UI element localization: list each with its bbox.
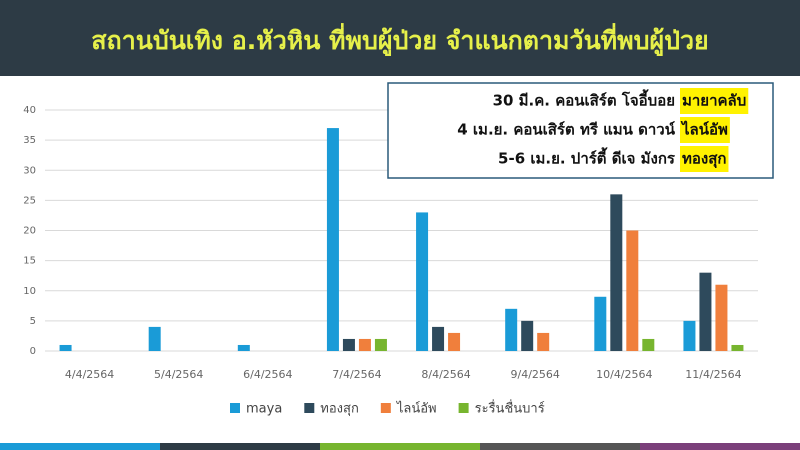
stripe <box>480 443 640 450</box>
bar <box>59 344 72 351</box>
bar <box>374 338 387 351</box>
annotation-highlight: มายาคลับ <box>682 92 746 110</box>
bar <box>642 338 655 351</box>
bar <box>358 338 371 351</box>
bar <box>699 272 712 351</box>
highlight <box>680 146 729 172</box>
stripe <box>160 443 320 450</box>
y-tick-label: 5 <box>30 316 36 327</box>
annotation-highlight: ทองสุก <box>682 150 726 169</box>
bar <box>326 128 339 351</box>
bar <box>448 332 461 351</box>
legend-swatch <box>458 403 469 413</box>
x-tick-label: 8/4/2564 <box>421 368 470 381</box>
stripe <box>0 443 160 450</box>
bar <box>148 326 161 351</box>
bar <box>683 320 696 351</box>
highlight <box>680 88 749 114</box>
legend-label: ทองสุก <box>320 402 359 417</box>
bar <box>610 194 623 351</box>
bar <box>731 344 744 351</box>
x-tick-label: 9/4/2564 <box>510 368 559 381</box>
y-tick-label: 10 <box>23 286 36 297</box>
annotation-text: 4 เม.ย. คอนเสิร์ต ทรี แมน ดาวน์ <box>457 121 675 139</box>
chart-title: สถานบันเทิง อ.หัวหิน ที่พบผู้ป่วย จำแนกต… <box>91 23 708 57</box>
highlight <box>680 117 730 143</box>
y-tick-label: 0 <box>30 346 36 357</box>
annotation-text: 30 มี.ค. คอนเสิร์ต โจอี้บอย <box>493 89 675 110</box>
legend-label: maya <box>246 402 282 417</box>
bar <box>432 326 445 351</box>
x-tick-label: 11/4/2564 <box>685 368 741 381</box>
y-tick-label: 15 <box>23 256 36 267</box>
legend-swatch <box>230 403 240 413</box>
legend-swatch <box>380 403 391 413</box>
annotation-text: 5-6 เม.ย. ปาร์ตี้ ดีเจ มังกร <box>498 147 676 168</box>
x-tick-label: 5/4/2564 <box>154 368 203 381</box>
title-bar <box>0 0 800 76</box>
bar <box>342 338 355 351</box>
y-tick-label: 30 <box>23 165 36 176</box>
bar <box>237 344 250 351</box>
x-tick-label: 4/4/2564 <box>65 368 114 381</box>
x-tick-label: 7/4/2564 <box>332 368 381 381</box>
bar <box>505 308 518 351</box>
legend-label: ไลน์อัพ <box>396 401 437 417</box>
y-tick-label: 20 <box>23 226 36 237</box>
y-tick-label: 40 <box>23 105 36 116</box>
y-tick-label: 25 <box>23 195 36 206</box>
bar <box>537 332 550 351</box>
stripe <box>320 443 480 450</box>
bar <box>594 296 607 351</box>
annotation-highlight: ไลน์อัพ <box>680 120 728 139</box>
legend-swatch <box>304 403 315 413</box>
y-tick-label: 35 <box>23 135 36 146</box>
bar <box>521 320 534 351</box>
bar <box>715 284 728 351</box>
bar <box>626 230 639 351</box>
x-tick-label: 10/4/2564 <box>596 368 652 381</box>
legend-label: ระรื่นชื่นบาร์ <box>475 400 545 417</box>
x-tick-label: 6/4/2564 <box>243 368 292 381</box>
bar <box>416 212 429 351</box>
stripe <box>640 443 800 450</box>
